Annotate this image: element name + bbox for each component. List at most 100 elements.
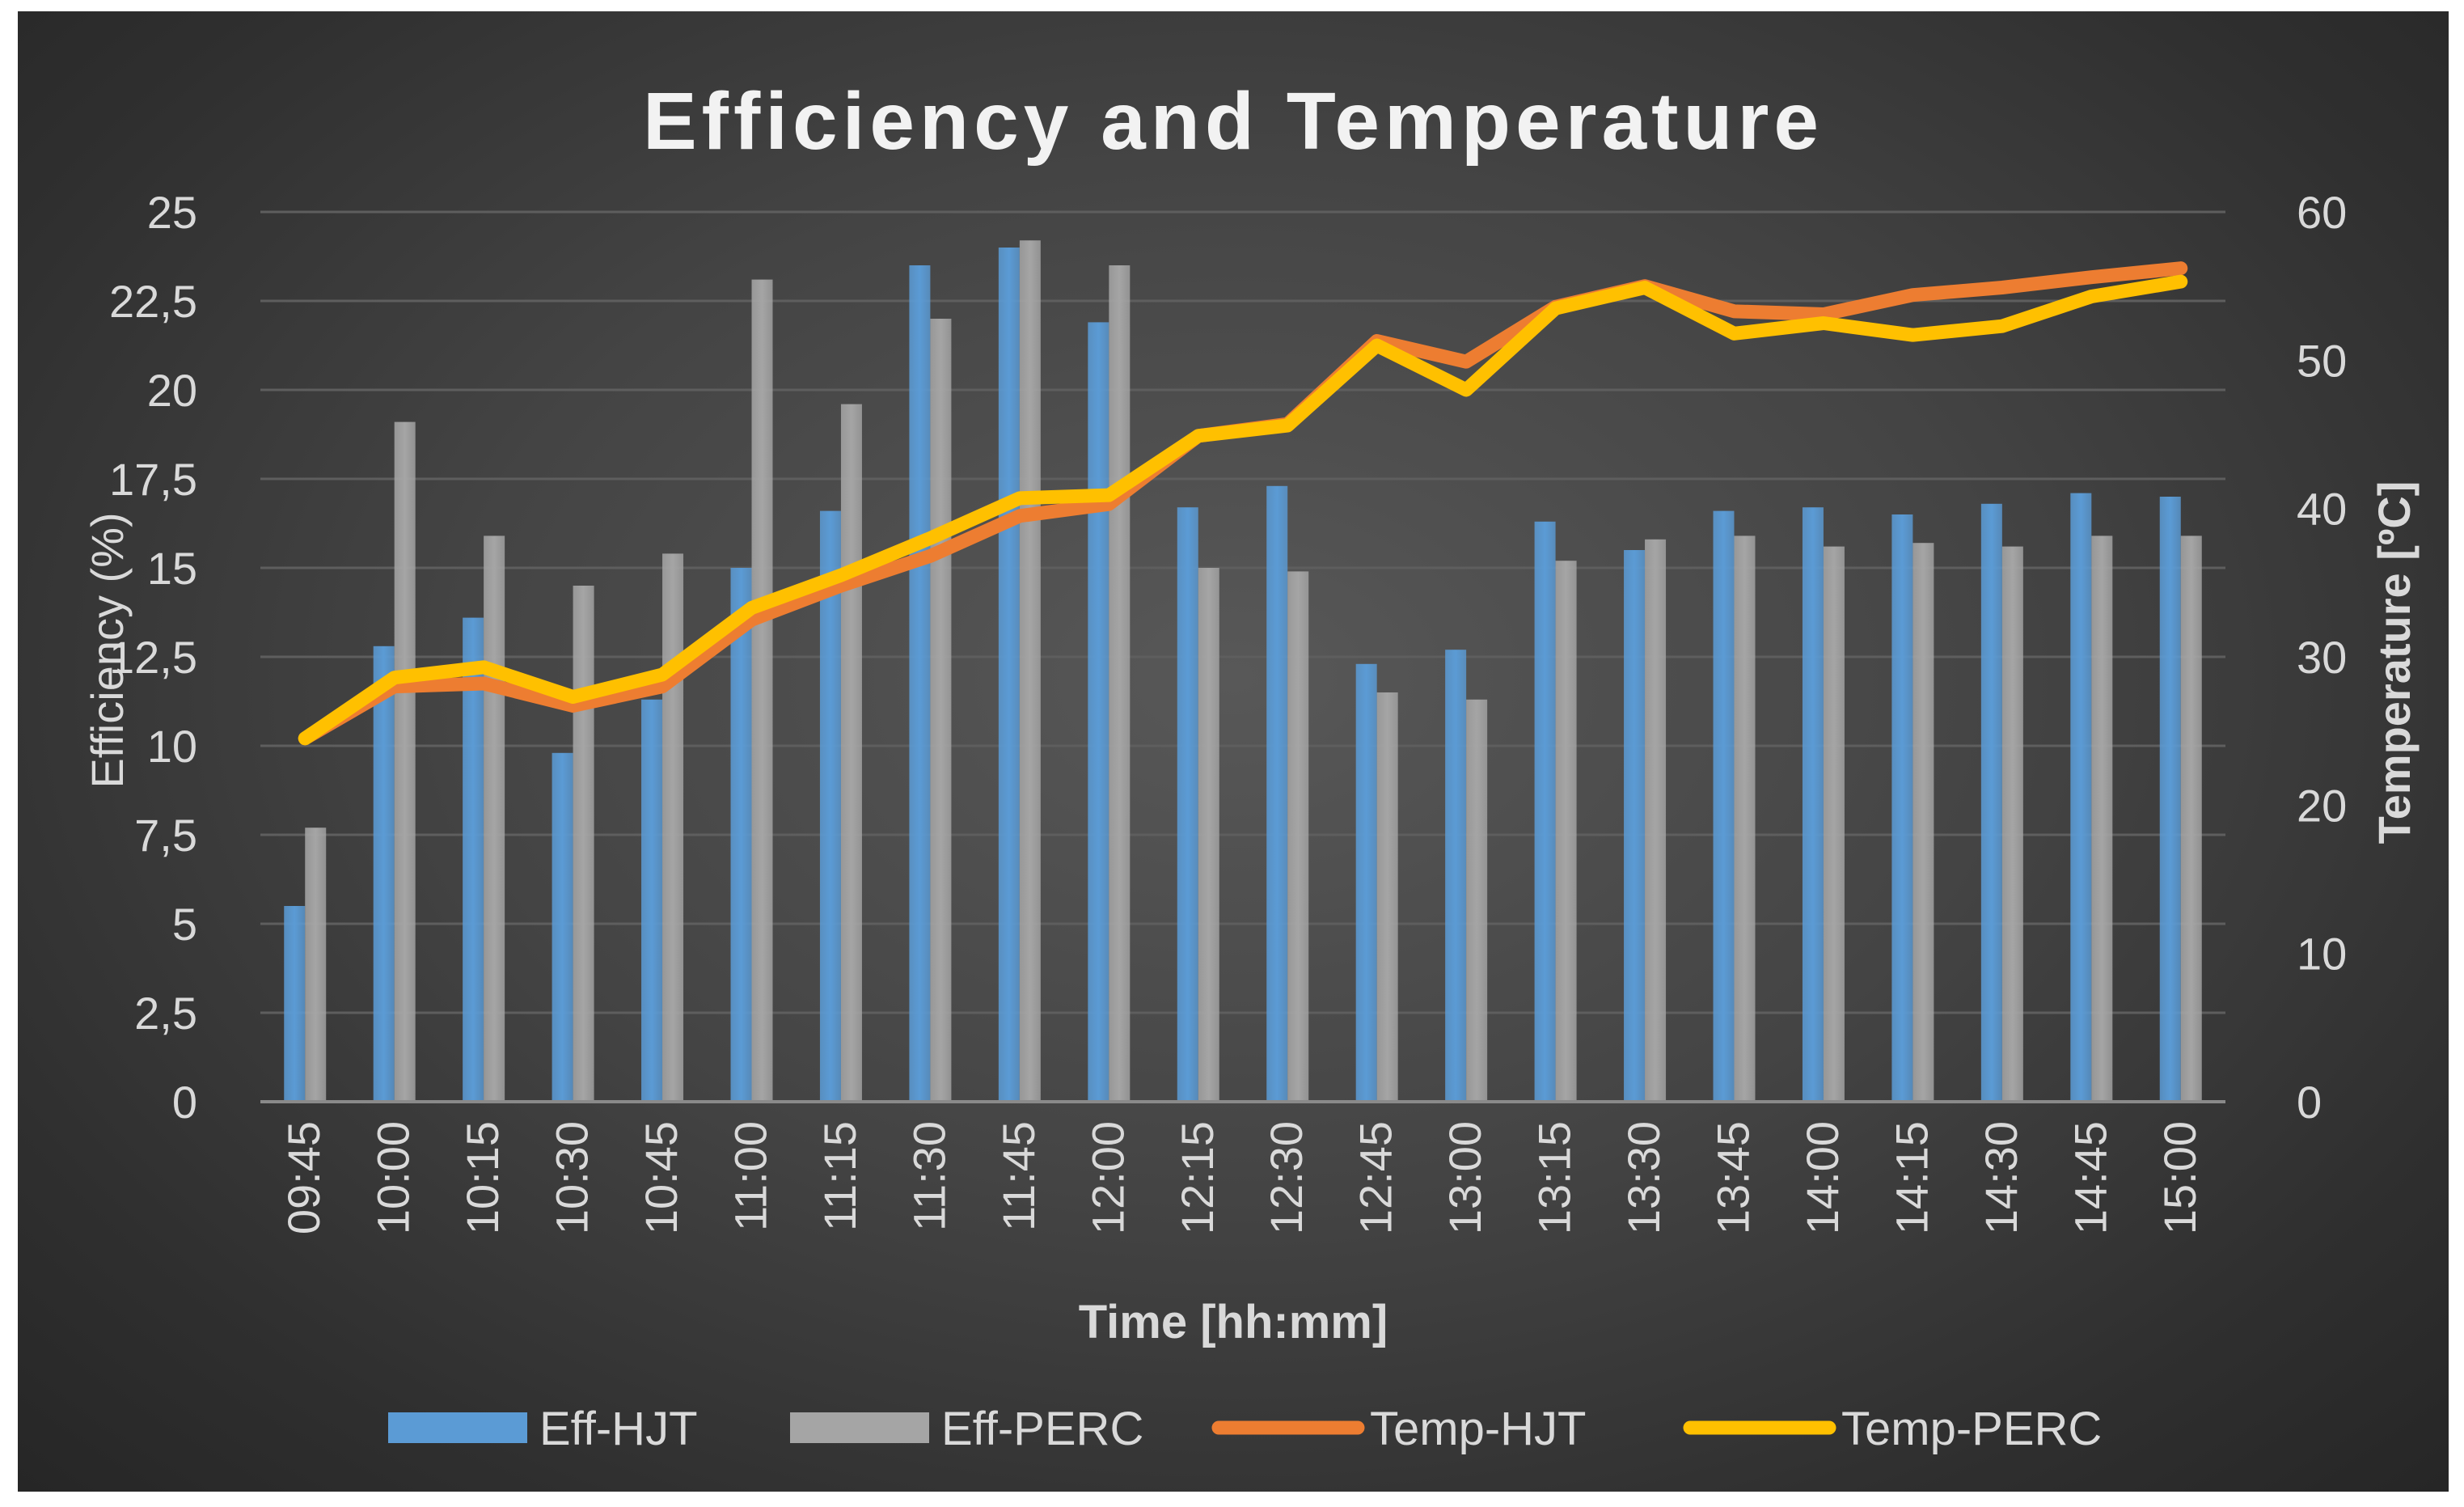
x-tick-label: 10:45 (636, 1121, 687, 1234)
chart-title: Efficiency and Temperature (643, 76, 1824, 167)
legend-label: Eff-HJT (539, 1403, 698, 1455)
bar-eff-hjt (463, 617, 484, 1102)
y-axis-left-title: Efficiency (%) (82, 512, 133, 788)
legend-label: Temp-PERC (1841, 1403, 2102, 1455)
bar-eff-perc (840, 404, 862, 1103)
bar-eff-perc (1109, 265, 1131, 1102)
bar-eff-perc (305, 828, 327, 1102)
bar-eff-hjt (1891, 514, 1913, 1102)
x-tick-label: 11:15 (814, 1121, 865, 1231)
bar-eff-perc (1823, 546, 1845, 1102)
bar-eff-hjt (1088, 322, 1109, 1102)
y-left-tick-label: 12,5 (109, 632, 197, 683)
line-temp-perc (298, 274, 2188, 746)
y-left-tick-label: 0 (172, 1077, 197, 1128)
bar-eff-perc (573, 586, 594, 1102)
x-tick-label: 12:15 (1172, 1121, 1223, 1234)
y-right-tick-label: 30 (2297, 632, 2347, 683)
x-tick-label: 14:30 (1976, 1121, 2027, 1234)
bar-eff-hjt (1980, 503, 2002, 1102)
bar-eff-perc (1734, 535, 1756, 1102)
y-left-tick-label: 5 (172, 899, 197, 950)
bar-eff-hjt (1534, 521, 1556, 1102)
bar-eff-hjt (1713, 510, 1735, 1102)
x-tick-label: 13:45 (1708, 1121, 1759, 1234)
x-tick-label: 11:45 (993, 1121, 1044, 1231)
x-tick-label: 11:30 (903, 1121, 954, 1231)
bar-eff-hjt (1624, 550, 1646, 1102)
bar-eff-hjt (1177, 507, 1198, 1102)
bar-eff-perc (2091, 535, 2113, 1102)
bar-eff-hjt (284, 906, 306, 1102)
bar-eff-perc (1645, 539, 1667, 1102)
y-left-tick-label: 15 (147, 543, 197, 594)
line-layer (298, 261, 2188, 746)
bar-eff-perc (484, 535, 505, 1102)
bar-eff-hjt (1445, 650, 1467, 1102)
bar-eff-perc (930, 319, 952, 1102)
bar-eff-perc (1287, 571, 1309, 1102)
legend-eff-perc: Eff-PERC (790, 1403, 1143, 1455)
x-tick-label: 15:00 (2154, 1121, 2205, 1234)
x-tick-label: 13:00 (1439, 1121, 1490, 1234)
y-left-tick-label: 25 (147, 187, 197, 238)
bar-eff-hjt (1355, 663, 1377, 1102)
bar-eff-perc (1555, 561, 1577, 1102)
y-axis-right-title: Temperature [ºC] (2369, 481, 2420, 845)
legend-swatch (388, 1412, 527, 1443)
bar-eff-perc (2001, 546, 2023, 1102)
bar-eff-perc (1198, 568, 1219, 1102)
legend-label: Eff-PERC (941, 1403, 1143, 1455)
x-tick-label: 10:15 (457, 1121, 508, 1234)
y-left-tick-label: 20 (147, 365, 197, 416)
x-tick-label: 10:00 (368, 1121, 419, 1234)
bar-eff-hjt (909, 265, 931, 1102)
bar-eff-perc (2180, 535, 2202, 1102)
y-left-tick-label: 10 (147, 721, 197, 772)
chart-svg: 0 2,5 5 7,5 10 12,5 15 17,5 20 22,5 25 0 10 20 30 40 50 6… (82, 76, 2420, 1455)
y-left-tick-label: 17,5 (109, 454, 197, 505)
y-right-tick-label: 40 (2297, 484, 2347, 535)
x-tick-label: 13:30 (1618, 1121, 1669, 1234)
y-right-tick-label: 20 (2297, 780, 2347, 831)
y-left-tick-label: 2,5 (134, 988, 197, 1039)
bar-eff-hjt (998, 248, 1020, 1102)
bar-eff-hjt (552, 752, 573, 1102)
bar-eff-perc (394, 421, 416, 1102)
x-tick-label: 14:45 (2065, 1121, 2115, 1234)
x-tick-label: 12:30 (1261, 1121, 1312, 1234)
x-axis-title: Time [hh:mm] (1079, 1296, 1388, 1348)
bar-eff-perc (1466, 699, 1488, 1102)
x-tick-label: 12:45 (1350, 1121, 1401, 1234)
legend-eff-hjt: Eff-HJT (388, 1403, 698, 1455)
bar-eff-perc (1912, 543, 1934, 1102)
y-left-tick-label: 22,5 (109, 276, 197, 327)
bar-eff-hjt (641, 699, 663, 1102)
bar-eff-hjt (1266, 485, 1288, 1102)
bar-eff-hjt (1802, 507, 1824, 1102)
y-right-tick-label: 0 (2297, 1077, 2322, 1128)
y-right-tick-label: 50 (2297, 335, 2347, 386)
bar-eff-hjt (373, 646, 395, 1102)
bar-eff-hjt (2159, 497, 2181, 1102)
x-tick-label: 13:15 (1529, 1121, 1580, 1234)
legend-label: Temp-HJT (1370, 1403, 1586, 1455)
legend-temp-hjt: Temp-HJT (1211, 1403, 1586, 1455)
y-right-tick-label: 10 (2297, 929, 2347, 980)
legend-temp-perc: Temp-PERC (1683, 1403, 2102, 1455)
chart-frame: 0 2,5 5 7,5 10 12,5 15 17,5 20 22,5 25 0 10 20 30 40 50 6… (18, 11, 2449, 1492)
bar-eff-hjt (819, 510, 841, 1102)
x-tick-label: 12:00 (1082, 1121, 1133, 1234)
legend-swatch (790, 1412, 929, 1443)
bar-eff-perc (1376, 692, 1398, 1102)
y-right-tick-label: 60 (2297, 187, 2347, 238)
axis-layer: 0 2,5 5 7,5 10 12,5 15 17,5 20 22,5 25 0 10 20 30 40 50 6… (109, 187, 2347, 1234)
bar-eff-perc (751, 279, 773, 1103)
x-tick-label: 09:45 (278, 1121, 329, 1234)
x-tick-label: 14:00 (1797, 1121, 1848, 1234)
bar-eff-perc (662, 553, 684, 1102)
x-tick-label: 14:15 (1886, 1121, 1937, 1234)
bar-eff-perc (1019, 240, 1041, 1103)
legend: Eff-HJT Eff-PERC Temp-HJT Temp-PERC (388, 1403, 2102, 1455)
bar-eff-hjt (730, 568, 752, 1102)
